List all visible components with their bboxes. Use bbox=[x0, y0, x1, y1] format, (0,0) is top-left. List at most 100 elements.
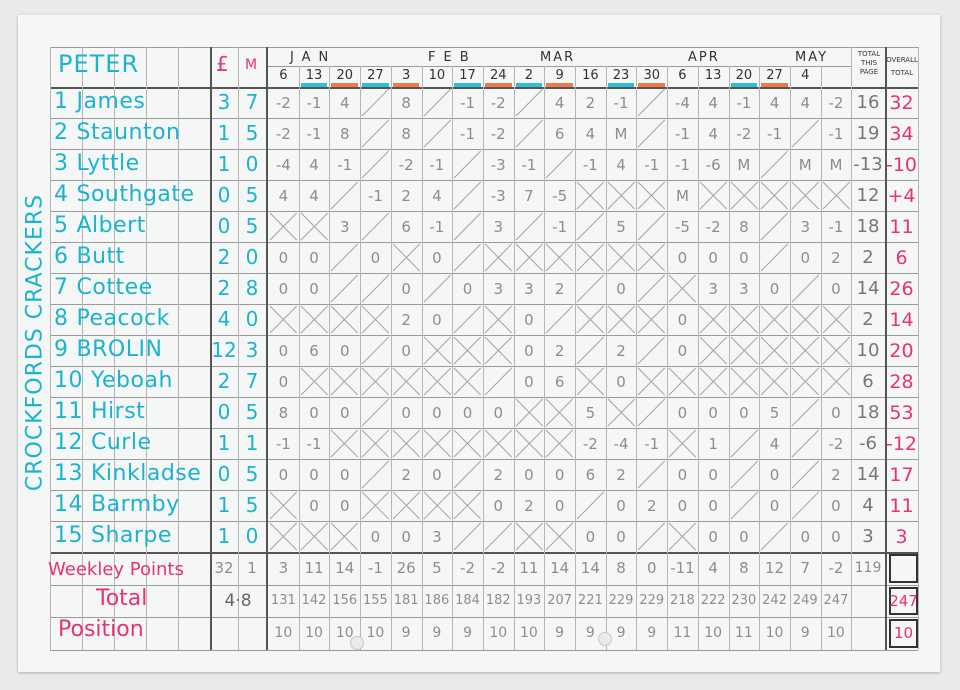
weekly-score: -2 bbox=[490, 93, 506, 112]
player-name: 3 Lyttle bbox=[54, 151, 140, 176]
player-price-millions: 1 bbox=[217, 121, 231, 145]
week-marker-orange bbox=[761, 83, 788, 87]
grid-line bbox=[266, 47, 268, 650]
grid-line bbox=[544, 66, 546, 650]
weekly-points: -2 bbox=[490, 559, 506, 578]
weekly-score: -1 bbox=[582, 155, 598, 174]
player-surname: Staunton bbox=[76, 120, 181, 145]
weekly-score: 4 bbox=[769, 93, 780, 112]
grid-line bbox=[114, 47, 115, 650]
week-header: 16 bbox=[582, 68, 599, 83]
grid-line bbox=[210, 47, 212, 650]
weekly-score: 0 bbox=[278, 341, 289, 360]
player-surname: BROLIN bbox=[76, 337, 163, 362]
weekly-score: 2 bbox=[616, 341, 626, 360]
weekly-score: 0 bbox=[616, 372, 626, 391]
running-total: 155 bbox=[363, 593, 388, 609]
weekly-score: 0 bbox=[616, 279, 626, 298]
overall-total: 3 bbox=[895, 525, 908, 548]
weekly-score: 6 bbox=[309, 341, 319, 360]
weekly-score: 5 bbox=[769, 403, 780, 422]
slash-mark bbox=[636, 521, 667, 552]
weekly-score: 4 bbox=[309, 186, 319, 205]
weekly-score: 4 bbox=[339, 93, 350, 112]
running-total: 184 bbox=[455, 593, 480, 609]
page-total: 16 bbox=[856, 92, 880, 113]
running-total: 230 bbox=[731, 593, 757, 609]
player-surname: Curle bbox=[91, 430, 152, 455]
weekly-score: -1 bbox=[460, 124, 476, 143]
weekly-score: -5 bbox=[552, 186, 568, 205]
grid-line bbox=[885, 47, 887, 650]
league-position: 9 bbox=[585, 625, 595, 642]
weekly-score: 0 bbox=[401, 279, 411, 298]
weekly-score: 0 bbox=[677, 403, 688, 422]
grid-line bbox=[50, 584, 918, 586]
player-price-millions: 1 bbox=[217, 524, 231, 548]
player-name: 15 Sharpe bbox=[54, 523, 172, 548]
grid-line bbox=[329, 66, 331, 650]
weekly-score: -1 bbox=[644, 434, 660, 453]
weekly-score: 0 bbox=[708, 248, 718, 267]
slash-mark bbox=[483, 521, 514, 552]
cross-mark bbox=[514, 428, 545, 459]
weekly-score: 0 bbox=[401, 527, 411, 546]
weekly-score: 0 bbox=[462, 403, 473, 422]
weekly-score: -4 bbox=[613, 434, 629, 453]
cross-mark bbox=[268, 211, 299, 242]
slash-mark bbox=[360, 149, 391, 180]
weekly-score: 0 bbox=[524, 465, 534, 484]
cross-mark bbox=[790, 180, 821, 211]
grid-line bbox=[50, 242, 918, 243]
slash-mark bbox=[360, 211, 391, 242]
weekly-score: -1 bbox=[736, 93, 752, 112]
slash-mark bbox=[575, 211, 606, 242]
cross-mark bbox=[544, 428, 575, 459]
overall-position-final: 10 bbox=[889, 619, 918, 648]
weekly-score: -1 bbox=[613, 93, 629, 112]
weekly-score: 8 bbox=[339, 124, 350, 143]
weekly-score: 0 bbox=[831, 279, 841, 298]
player-name: 9 BROLIN bbox=[54, 337, 162, 362]
weekly-score: 4 bbox=[432, 186, 442, 205]
cross-mark bbox=[544, 397, 575, 428]
total-label: Total bbox=[96, 586, 148, 611]
cross-mark bbox=[698, 180, 729, 211]
week-header: 30 bbox=[643, 68, 660, 83]
weekly-points: 11 bbox=[304, 559, 324, 578]
cross-mark bbox=[422, 428, 453, 459]
slash-mark bbox=[329, 180, 360, 211]
cross-mark bbox=[575, 180, 606, 211]
weekly-score: -3 bbox=[490, 186, 506, 205]
player-price-millions: 0 bbox=[217, 462, 231, 486]
overall-total: -12 bbox=[885, 432, 918, 455]
cross-mark bbox=[391, 366, 422, 397]
cross-mark bbox=[391, 428, 422, 459]
cross-mark bbox=[729, 180, 760, 211]
grid-line bbox=[482, 66, 484, 650]
weekly-score: 0 bbox=[432, 310, 442, 329]
running-total: 156 bbox=[332, 593, 358, 609]
slash-mark bbox=[759, 211, 790, 242]
cross-mark bbox=[422, 490, 453, 521]
weekly-score: -1 bbox=[306, 434, 322, 453]
grid-line bbox=[50, 366, 918, 367]
slash-mark bbox=[452, 180, 483, 211]
page-total: 18 bbox=[856, 402, 880, 423]
grid-line bbox=[178, 47, 179, 650]
weekly-score: 0 bbox=[554, 496, 565, 515]
running-total: 142 bbox=[301, 593, 327, 609]
weekly-score: 0 bbox=[585, 527, 596, 546]
cross-mark bbox=[821, 180, 852, 211]
overall-total: 6 bbox=[895, 246, 908, 269]
weekly-score: 0 bbox=[370, 527, 381, 546]
league-position: 9 bbox=[555, 625, 565, 642]
grid-line bbox=[820, 66, 822, 650]
slash-mark bbox=[575, 273, 606, 304]
weekly-score: 3 bbox=[339, 217, 350, 236]
weekly-score: 0 bbox=[309, 279, 319, 298]
weekly-score: 2 bbox=[554, 341, 565, 360]
player-price-millions: 4 bbox=[217, 307, 231, 331]
player-price-decimal: 7 bbox=[245, 369, 259, 393]
cross-mark bbox=[452, 366, 483, 397]
